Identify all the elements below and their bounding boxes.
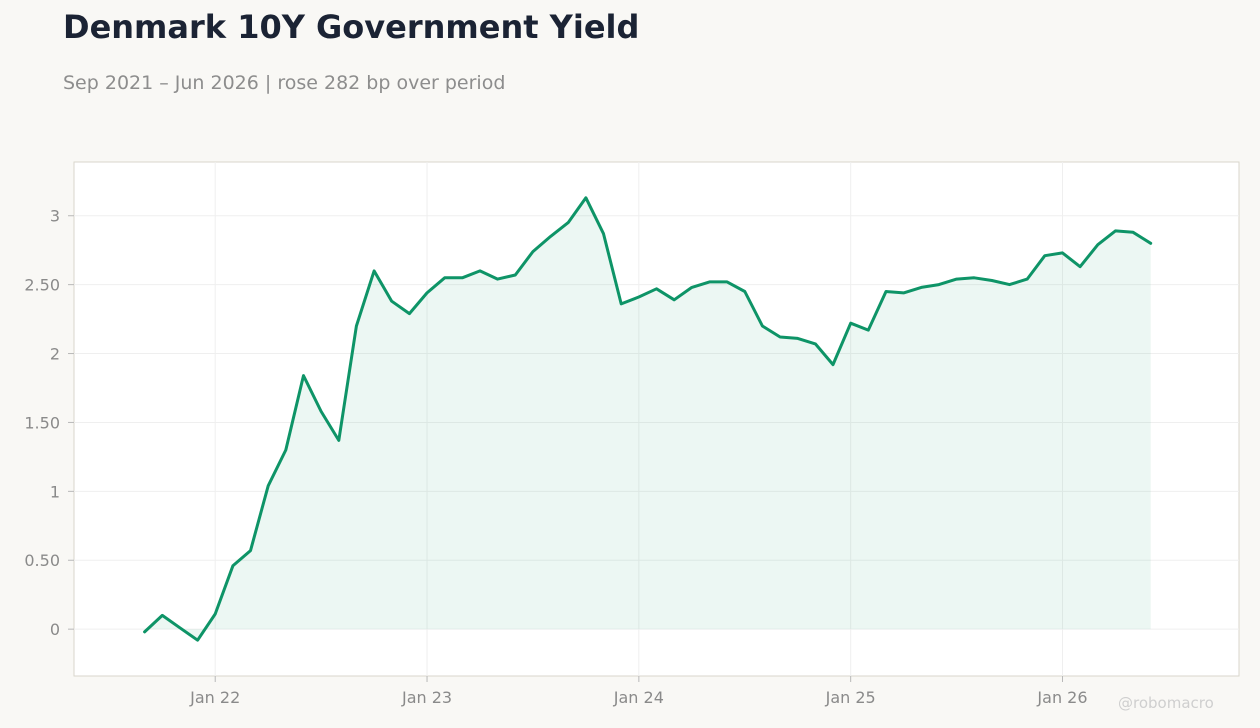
data-point — [372, 269, 376, 273]
data-point — [319, 409, 323, 413]
data-point — [1061, 251, 1065, 255]
data-point — [425, 291, 429, 295]
data-point — [902, 291, 906, 295]
x-tick-label: Jan 22 — [189, 688, 240, 707]
data-point — [478, 269, 482, 273]
data-point — [266, 484, 270, 488]
x-tick-label: Jan 23 — [401, 688, 452, 707]
y-tick-label: 1 — [50, 482, 60, 501]
data-point — [584, 196, 588, 200]
data-point — [143, 630, 147, 634]
data-point — [778, 335, 782, 339]
data-point — [407, 312, 411, 316]
data-point — [1149, 241, 1153, 245]
data-point — [531, 250, 535, 254]
data-point — [972, 276, 976, 280]
data-point — [1008, 283, 1012, 287]
y-tick-label: 2.50 — [24, 276, 60, 295]
data-point — [1025, 277, 1029, 281]
chart-subtitle: Sep 2021 – Jun 2026 | rose 282 bp over p… — [63, 72, 506, 94]
y-tick-label: 3 — [50, 207, 60, 226]
data-point — [496, 277, 500, 281]
data-point — [708, 280, 712, 284]
data-point — [1043, 254, 1047, 258]
y-tick-label: 1.50 — [24, 413, 60, 432]
data-point — [513, 273, 517, 277]
data-point — [743, 290, 747, 294]
data-point — [196, 638, 200, 642]
data-point — [1131, 230, 1135, 234]
data-point — [990, 279, 994, 283]
data-point — [796, 336, 800, 340]
plot-area — [73, 161, 1240, 677]
data-point — [354, 324, 358, 328]
watermark: @robomacro — [1118, 694, 1214, 712]
x-axis-ticks: Jan 22 Jan 23 Jan 24 Jan 25 Jan 26 — [189, 676, 1088, 707]
data-point — [690, 285, 694, 289]
data-point — [637, 295, 641, 299]
data-point — [231, 564, 235, 568]
data-point — [1113, 229, 1117, 233]
data-point — [672, 298, 676, 302]
x-tick-label: Jan 24 — [613, 688, 664, 707]
series-area — [144, 197, 1151, 641]
data-point — [178, 626, 182, 630]
x-tick-label: Jan 25 — [825, 688, 876, 707]
y-tick-label: 2 — [50, 345, 60, 364]
y-tick-label: 0 — [50, 620, 60, 639]
data-point — [549, 234, 553, 238]
data-point — [619, 302, 623, 306]
data-point — [849, 321, 853, 325]
data-point — [249, 549, 253, 553]
data-point — [213, 612, 217, 616]
data-point — [284, 448, 288, 452]
data-point — [937, 283, 941, 287]
data-point — [566, 221, 570, 225]
data-point — [337, 438, 341, 442]
data-point — [443, 276, 447, 280]
series-line — [143, 196, 1153, 642]
data-point — [813, 342, 817, 346]
data-point — [760, 324, 764, 328]
data-point — [725, 280, 729, 284]
data-point — [884, 290, 888, 294]
data-point — [160, 613, 164, 617]
data-point — [655, 287, 659, 291]
area-layer — [143, 196, 1153, 642]
y-tick-label: 0.50 — [24, 551, 60, 570]
data-point — [460, 276, 464, 280]
data-point — [302, 374, 306, 378]
y-axis-ticks: 0 0.50 1 1.50 2 2.50 3 — [24, 207, 74, 639]
data-point — [1078, 265, 1082, 269]
data-point — [919, 285, 923, 289]
data-point — [602, 232, 606, 236]
data-point — [866, 328, 870, 332]
chart-title: Denmark 10Y Government Yield — [63, 8, 640, 46]
x-tick-label: Jan 26 — [1036, 688, 1087, 707]
data-point — [390, 299, 394, 303]
data-point — [955, 277, 959, 281]
data-point — [831, 363, 835, 367]
data-point — [1096, 243, 1100, 247]
